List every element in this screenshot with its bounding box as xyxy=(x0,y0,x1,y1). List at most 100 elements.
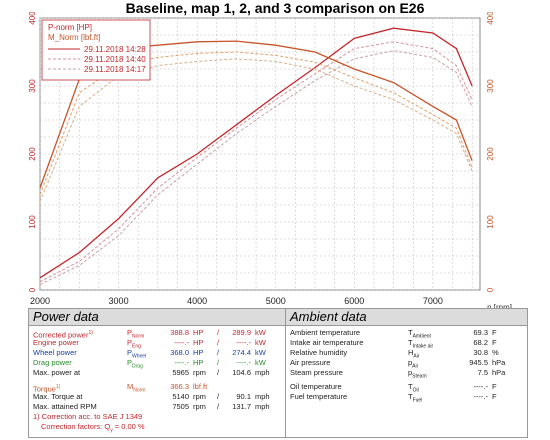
row-label: Corrected power1) xyxy=(33,330,93,340)
amb-symbol: pSteam xyxy=(408,368,427,380)
amb-unit: F xyxy=(492,382,497,391)
power-row-4: Max. power at 5965 rpm / 104.6 mph xyxy=(29,368,285,378)
row-slash: / xyxy=(217,338,220,347)
y-right-tick-label: 400 xyxy=(486,12,495,25)
amb-value: 69.3 xyxy=(473,328,488,337)
row-unit-1: lbf.ft xyxy=(193,382,208,391)
row-value-2: 104.6 xyxy=(232,368,251,377)
amb-label: Ambient temperature xyxy=(290,328,361,337)
amb-value: 68.2 xyxy=(473,338,488,347)
amb-unit: hPa xyxy=(492,358,506,367)
row-value-1: 7505 xyxy=(172,402,189,411)
x-tick-label: 7000 xyxy=(423,296,443,306)
ambient-rows: Ambient temperature TAmbient 69.3 F Intake a… xyxy=(286,326,527,404)
amb-symbol: TFuel xyxy=(408,392,423,404)
correction-factors-sub: y xyxy=(110,427,113,434)
y-right-tick-label: 300 xyxy=(486,79,495,93)
row-symbol: PDrag xyxy=(127,358,143,370)
ambient-data-panel: Ambient data Ambient temperature TAmbient… xyxy=(286,309,527,437)
ambient-row-0: Ambient temperature TAmbient 69.3 F xyxy=(286,328,527,340)
row-symbol-sub: Norm xyxy=(133,387,146,394)
amb-symbol-sub: Fuel xyxy=(412,397,423,404)
legend: P-norm [HP]M_Norm [lbf.ft] 29.11.2018 14:… xyxy=(41,19,151,81)
row-footnote-mark: 1) xyxy=(55,384,61,390)
amb-value: ----.- xyxy=(473,382,488,391)
power-row2-2: Max. attained RPM 7505 rpm / 131.7 mph xyxy=(29,402,285,412)
y-right-tick-label: 0 xyxy=(486,287,495,292)
legend-entry-2: 29.11.2018 14:17 xyxy=(84,65,146,74)
amb-label: Relative humidity xyxy=(290,348,348,357)
row-unit-2: kW xyxy=(255,348,266,357)
series-line-1 xyxy=(39,41,473,283)
row-footnote-mark: 1) xyxy=(88,330,93,336)
power-row-3: Drag power PDrag ----.- HP / ----.- kW xyxy=(29,358,285,370)
amb-unit: F xyxy=(492,392,497,401)
row-slash: / xyxy=(217,368,220,377)
row-slash: / xyxy=(217,358,220,367)
power-rows: Corrected power1) PNorm 388.8 HP/289.9 kW Eng… xyxy=(29,326,285,436)
row-value-1: ----.- xyxy=(174,338,189,347)
ambient-row-1: Intake air temperature TIntake air 68.2 F xyxy=(286,338,527,350)
series-line-2 xyxy=(39,50,473,286)
ambient-row2-0: Oil temperature TOil ----.- F xyxy=(286,382,527,394)
ambient-row-4: Steam pressure pSteam 7.5 hPa xyxy=(286,368,527,380)
row-unit-1: HP xyxy=(193,338,204,347)
amb-symbol: TOil xyxy=(408,382,419,394)
power-data-title: Power data xyxy=(29,309,285,326)
row-symbol-sub: Norm xyxy=(132,333,145,340)
row-unit-2: kW xyxy=(255,338,266,347)
row-label: Max. Torque at xyxy=(33,392,83,401)
amb-label: Oil temperature xyxy=(290,382,342,391)
x-tick-label: 3000 xyxy=(109,296,129,306)
series-line-0 xyxy=(39,27,473,279)
row-unit-2: mph xyxy=(255,392,270,401)
power-data-panel: Power data Corrected power1) PNorm 388.8 HP… xyxy=(29,309,286,437)
amb-value: 30.8 xyxy=(473,348,488,357)
amb-unit: F xyxy=(492,338,497,347)
power-row2-1: Max. Torque at 5140 rpm / 90.1 mph xyxy=(29,392,285,402)
row-unit-2: mph xyxy=(255,368,270,377)
amb-label: Steam pressure xyxy=(290,368,343,377)
correction-factors-label: Correction factors: Q xyxy=(41,422,111,431)
amb-symbol: pAir xyxy=(408,358,419,370)
row-value-2: ----.- xyxy=(236,358,251,367)
row-symbol: PEng xyxy=(127,338,141,350)
row-symbol: PWheel xyxy=(127,348,147,360)
row-unit-1: HP xyxy=(193,358,204,367)
amb-symbol-sub: Oil xyxy=(412,387,419,394)
amb-unit: hPa xyxy=(492,368,506,377)
y-left-tick-label: 300 xyxy=(28,79,37,93)
row-unit-1: HP xyxy=(193,348,204,357)
amb-label: Air pressure xyxy=(290,358,331,367)
ambient-data-title: Ambient data xyxy=(286,309,527,326)
amb-symbol: HAir xyxy=(408,348,420,360)
power-row-0: Corrected power1) PNorm 388.8 HP / 289.9 kW xyxy=(29,328,285,340)
amb-symbol-sub: Air xyxy=(413,353,420,360)
row-symbol-sub: Drag xyxy=(132,363,143,370)
amb-symbol-sub: Ambient xyxy=(412,333,431,340)
x-tick-label: 2000 xyxy=(30,296,50,306)
row-unit-1: rpm xyxy=(193,402,206,411)
row-label: Torque1) xyxy=(33,384,61,394)
row-value-2: 289.9 xyxy=(232,328,251,337)
y-right-tick-label: 100 xyxy=(486,215,495,229)
amb-unit: % xyxy=(492,348,499,357)
legend-header-torque: M_Norm [lbf.ft] xyxy=(48,33,100,42)
x-tick-label: 6000 xyxy=(344,296,364,306)
row-value-2: 131.7 xyxy=(232,402,251,411)
amb-label: Fuel temperature xyxy=(290,392,348,401)
row-value-1: 368.0 xyxy=(170,348,189,357)
amb-symbol: TAmbient xyxy=(408,328,431,340)
row-label: Max. power at xyxy=(33,368,81,377)
row-unit-2: mph xyxy=(255,402,270,411)
row-unit-1: HP xyxy=(193,328,204,337)
row-slash: / xyxy=(217,392,220,401)
row-unit-1: rpm xyxy=(193,392,206,401)
row-value-1: 5965 xyxy=(172,368,189,377)
correction-note: 1) Correction acc. to SAE J 1349 xyxy=(33,412,143,421)
row-value-1: 5140 xyxy=(172,392,189,401)
row-unit-2: kW xyxy=(255,358,266,367)
legend-entry-0: 29.11.2018 14:28 xyxy=(84,45,146,54)
row-label: Wheel power xyxy=(33,348,77,357)
row-unit-2: kW xyxy=(255,328,266,337)
